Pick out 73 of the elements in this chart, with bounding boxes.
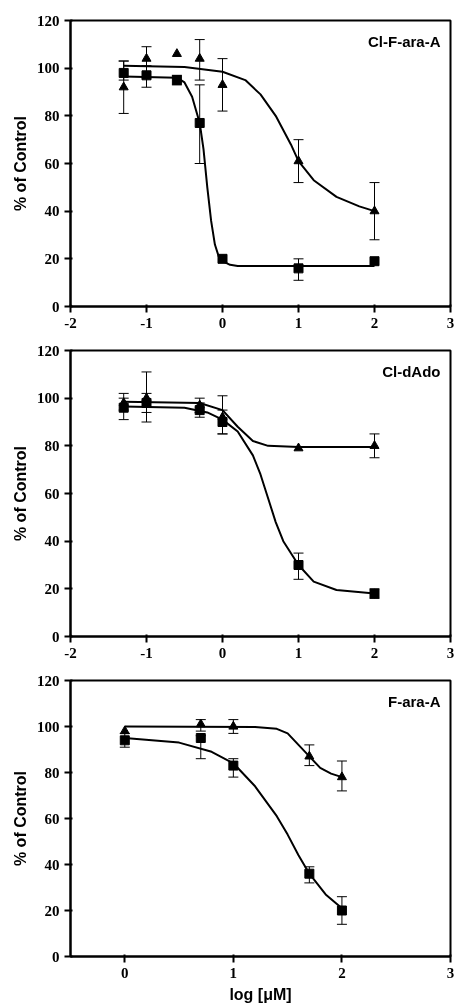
- point: [195, 733, 206, 743]
- y-axis-title: % of Control: [12, 770, 29, 867]
- point: [194, 117, 205, 128]
- y-tick-label: 0: [52, 948, 60, 965]
- point: [194, 52, 205, 62]
- point: [293, 560, 304, 570]
- point: [217, 79, 228, 88]
- x-tick-label: -2: [64, 644, 77, 661]
- x-tick-label: -2: [64, 314, 77, 331]
- annotation: Cl-dAdo: [382, 362, 441, 380]
- y-tick-label: 100: [37, 60, 60, 77]
- x-tick-label: 2: [370, 314, 379, 331]
- y-tick-label: 40: [44, 533, 60, 550]
- y-tick-label: 100: [37, 718, 60, 735]
- point: [293, 263, 304, 274]
- y-tick-label: 20: [44, 580, 60, 597]
- annotation: Cl-F-ara-A: [368, 32, 441, 50]
- x-tick-label: 1: [294, 314, 303, 331]
- y-tick-label: 60: [44, 810, 60, 827]
- point: [141, 392, 152, 402]
- point: [293, 442, 304, 452]
- y-tick-label: 60: [44, 155, 60, 172]
- point: [369, 256, 380, 267]
- y-tick-label: 0: [52, 628, 60, 645]
- x-tick-label: -1: [140, 314, 153, 331]
- point: [304, 868, 315, 879]
- point: [228, 760, 239, 771]
- x-tick-label: 0: [218, 314, 227, 331]
- x-tick-label: 3: [446, 964, 455, 981]
- point: [118, 81, 129, 91]
- y-axis-title: % of Control: [12, 445, 29, 542]
- point: [194, 399, 205, 409]
- x-tick-label: 3: [446, 314, 455, 331]
- point: [369, 205, 380, 215]
- y-axis-title: % of Control: [12, 115, 29, 212]
- y-tick-label: 80: [44, 437, 60, 454]
- y-tick-label: 20: [44, 902, 60, 919]
- point: [119, 725, 130, 735]
- point: [217, 253, 228, 264]
- x-tick-label: 1: [229, 964, 238, 981]
- x-tick-label: 0: [121, 964, 129, 981]
- y-tick-label: 120: [37, 342, 60, 359]
- y-tick-label: 40: [44, 203, 60, 220]
- point: [171, 48, 182, 57]
- point: [217, 411, 228, 421]
- x-tick-label: 1: [294, 644, 303, 661]
- y-tick-label: 120: [37, 672, 60, 689]
- point: [195, 718, 206, 728]
- y-tick-label: 120: [37, 12, 60, 29]
- x-tick-label: 0: [218, 644, 227, 661]
- x-axis-title: log [μM]: [229, 985, 292, 1003]
- point: [228, 720, 239, 730]
- y-tick-label: 80: [44, 764, 60, 781]
- annotation: F-ara-A: [387, 692, 441, 710]
- x-tick-label: 2: [338, 964, 346, 981]
- y-tick-label: 80: [44, 107, 60, 124]
- point: [304, 750, 315, 760]
- point: [336, 905, 347, 916]
- y-tick-label: 40: [44, 856, 60, 873]
- point: [293, 155, 304, 165]
- y-tick-label: 100: [37, 390, 60, 407]
- point: [118, 397, 129, 407]
- x-tick-label: -1: [140, 644, 153, 661]
- point: [141, 70, 152, 81]
- x-tick-label: 2: [370, 644, 379, 661]
- x-tick-label: 3: [446, 644, 455, 661]
- point: [369, 440, 380, 449]
- y-tick-label: 60: [44, 485, 60, 502]
- point: [336, 771, 347, 781]
- point: [141, 52, 152, 62]
- y-tick-label: 0: [52, 298, 60, 315]
- point: [118, 67, 129, 78]
- y-tick-label: 20: [44, 250, 60, 267]
